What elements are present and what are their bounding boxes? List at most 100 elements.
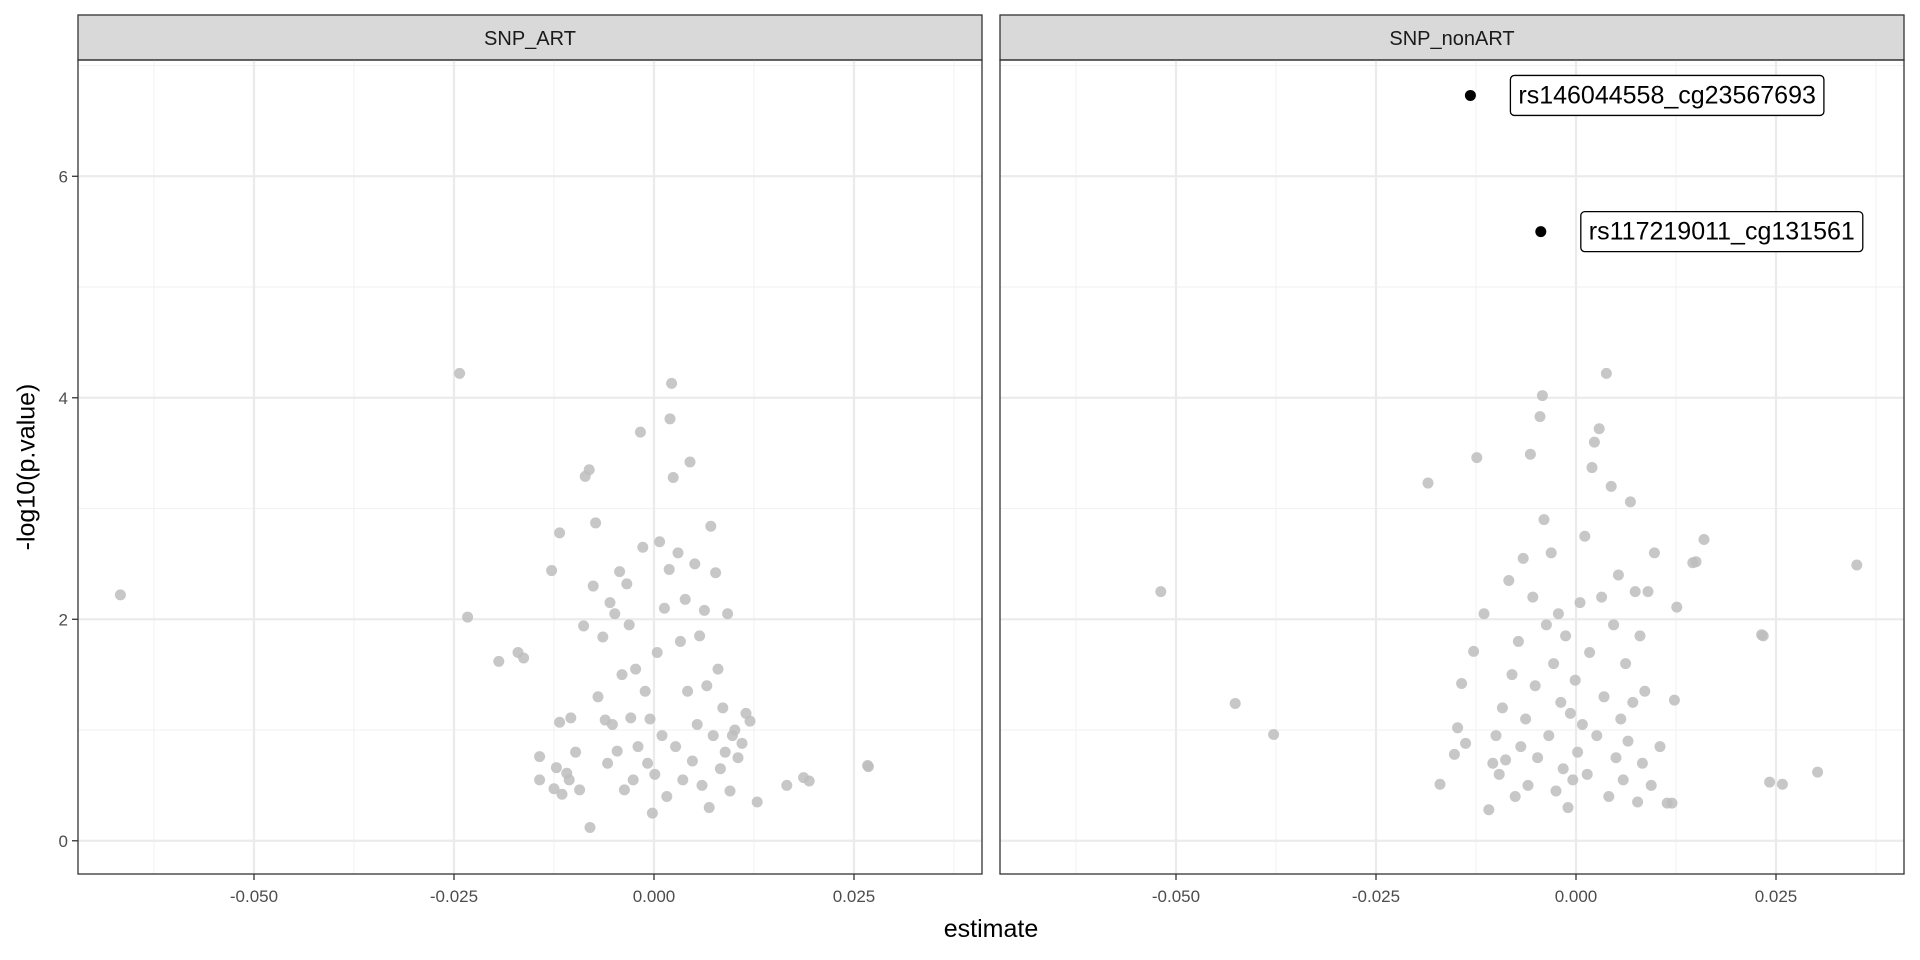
data-point bbox=[781, 779, 793, 791]
data-point bbox=[592, 691, 604, 703]
data-point bbox=[1534, 411, 1546, 423]
callout-box bbox=[1509, 74, 1825, 117]
data-point bbox=[616, 669, 628, 681]
x-tick-label: -0.050 bbox=[230, 887, 278, 906]
x-tick-label: -0.050 bbox=[1152, 887, 1200, 906]
panel-snp-nonart: SNP_nonART rs146044558_cg23567693 rs11721… bbox=[999, 14, 1905, 906]
data-point bbox=[689, 558, 701, 570]
data-point bbox=[1468, 645, 1480, 657]
data-point bbox=[604, 597, 616, 609]
data-point bbox=[554, 527, 566, 539]
data-point bbox=[462, 611, 474, 623]
x-tick-label: 0.000 bbox=[1555, 887, 1598, 906]
y-tick-label: 6 bbox=[59, 167, 68, 186]
data-point bbox=[1586, 462, 1598, 474]
data-point bbox=[606, 718, 618, 730]
data-point bbox=[1557, 763, 1569, 775]
data-point bbox=[1487, 757, 1499, 769]
data-point bbox=[1776, 778, 1788, 790]
data-point bbox=[1603, 790, 1615, 802]
x-tick-label: 0.025 bbox=[1755, 887, 1798, 906]
data-point bbox=[611, 745, 623, 757]
data-point bbox=[1268, 728, 1280, 740]
x-tick-label: -0.025 bbox=[430, 887, 478, 906]
data-point bbox=[691, 718, 703, 730]
data-point bbox=[677, 774, 689, 786]
data-point bbox=[570, 746, 582, 758]
data-point bbox=[1622, 735, 1634, 747]
data-point bbox=[1515, 741, 1527, 753]
data-point bbox=[694, 630, 706, 642]
data-point bbox=[637, 541, 649, 553]
data-point bbox=[1448, 748, 1460, 760]
data-point bbox=[1584, 647, 1596, 659]
data-point bbox=[714, 763, 726, 775]
data-point bbox=[1538, 514, 1550, 526]
data-point bbox=[1812, 766, 1824, 778]
data-point bbox=[1588, 436, 1600, 448]
data-point bbox=[1506, 669, 1518, 681]
data-point bbox=[1666, 797, 1678, 809]
data-point bbox=[1478, 608, 1490, 620]
data-point bbox=[114, 589, 126, 601]
data-point bbox=[719, 746, 731, 758]
data-point bbox=[670, 741, 682, 753]
data-point bbox=[703, 802, 715, 814]
data-point bbox=[583, 464, 595, 476]
data-point bbox=[1636, 757, 1648, 769]
data-point bbox=[1548, 658, 1560, 670]
data-point bbox=[1690, 556, 1702, 568]
data-point bbox=[1624, 496, 1636, 508]
data-point bbox=[454, 367, 466, 379]
data-point bbox=[696, 779, 708, 791]
data-point bbox=[862, 761, 874, 773]
data-point bbox=[1698, 534, 1710, 546]
data-point bbox=[661, 790, 673, 802]
data-point bbox=[1598, 691, 1610, 703]
y-tick-label: 4 bbox=[59, 389, 68, 408]
callout-label: rs146044558_cg23567693 bbox=[1509, 74, 1825, 117]
data-point bbox=[1543, 730, 1555, 742]
data-point bbox=[736, 737, 748, 749]
data-point bbox=[732, 752, 744, 764]
data-point bbox=[1600, 367, 1612, 379]
data-point bbox=[634, 426, 646, 438]
data-points bbox=[1155, 89, 1863, 816]
data-point bbox=[1229, 697, 1241, 709]
data-point bbox=[587, 580, 599, 592]
data-point bbox=[686, 755, 698, 767]
data-point bbox=[518, 652, 530, 664]
data-point bbox=[584, 821, 596, 833]
y-tick-label: 2 bbox=[59, 610, 68, 629]
data-point bbox=[1460, 737, 1472, 749]
data-point bbox=[1524, 448, 1536, 460]
data-point bbox=[1500, 754, 1512, 766]
data-point bbox=[1605, 480, 1617, 492]
data-point bbox=[1434, 778, 1446, 790]
data-point bbox=[1620, 658, 1632, 670]
data-point bbox=[712, 663, 724, 675]
data-point bbox=[493, 655, 505, 667]
data-point bbox=[803, 775, 815, 787]
data-point bbox=[534, 751, 546, 763]
data-point bbox=[623, 619, 635, 631]
data-point bbox=[664, 413, 676, 425]
data-point bbox=[1642, 586, 1654, 598]
data-point bbox=[1545, 547, 1557, 559]
x-tick-label: -0.025 bbox=[1352, 887, 1400, 906]
data-point bbox=[1564, 707, 1576, 719]
data-point bbox=[590, 517, 602, 529]
grid-lines bbox=[78, 60, 982, 874]
data-point bbox=[602, 757, 614, 769]
data-point bbox=[656, 730, 668, 742]
data-point bbox=[1493, 768, 1505, 780]
x-axis-ticks: -0.050 -0.025 0.000 0.025 bbox=[1152, 874, 1797, 906]
data-point bbox=[729, 724, 741, 736]
callout-box bbox=[1580, 211, 1864, 253]
data-point bbox=[666, 377, 678, 389]
data-point bbox=[684, 456, 696, 468]
data-point bbox=[654, 536, 666, 548]
data-point bbox=[1851, 559, 1863, 571]
